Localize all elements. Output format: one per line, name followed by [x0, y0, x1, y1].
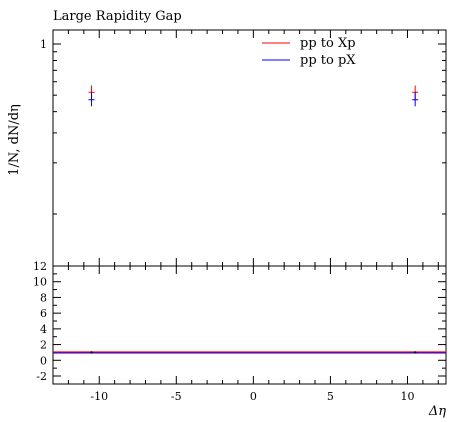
x-tick-label: 0 — [250, 390, 257, 403]
ratio-y-tick-label: 0 — [40, 354, 47, 367]
legend-label: pp to Xp — [300, 36, 356, 51]
ratio-y-tick-label: -2 — [36, 370, 47, 383]
ratio-y-tick-label: 8 — [40, 291, 47, 304]
ratio-plot-frame — [52, 265, 447, 385]
ratio-y-tick-label: 10 — [33, 276, 47, 289]
x-tick-label: -5 — [171, 390, 182, 403]
ratio-y-tick-label: 4 — [40, 323, 47, 336]
y-tick-label: 1 — [40, 38, 47, 51]
main-plot-frame — [52, 29, 447, 267]
x-tick-label: 10 — [400, 390, 414, 403]
x-tick-label: 5 — [327, 390, 334, 403]
ratio-y-tick-label: 2 — [40, 339, 47, 352]
ratio-y-tick-label: 12 — [33, 260, 47, 273]
x-axis-label: Δη — [428, 404, 446, 419]
ratio-y-tick-label: 6 — [40, 307, 47, 320]
chart-title: Large Rapidity Gap — [53, 9, 182, 24]
ratio-point — [413, 351, 417, 354]
legend-label: pp to pX — [300, 53, 356, 68]
y-axis-label: 1/N, dN/dη — [7, 104, 22, 176]
ratio-point — [90, 351, 93, 354]
x-tick-label: -10 — [90, 390, 108, 403]
